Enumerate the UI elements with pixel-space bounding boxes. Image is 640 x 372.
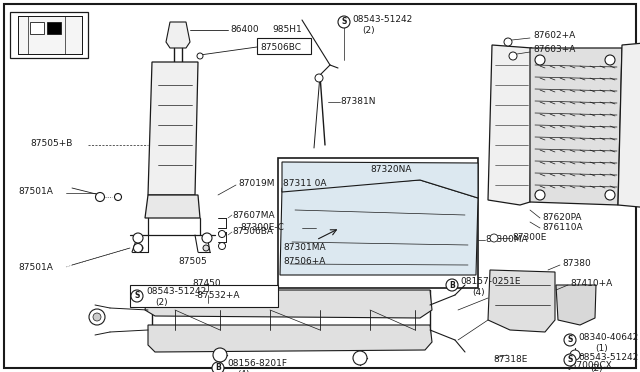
Text: B: B <box>449 280 455 289</box>
Text: 87311 0A: 87311 0A <box>283 179 326 187</box>
Circle shape <box>212 362 224 372</box>
Text: 87505+B: 87505+B <box>30 138 72 148</box>
Text: 87607MA: 87607MA <box>232 211 275 219</box>
Text: 87019M: 87019M <box>238 179 275 187</box>
Circle shape <box>93 313 101 321</box>
Circle shape <box>605 55 615 65</box>
Text: S: S <box>567 336 573 344</box>
Circle shape <box>535 190 545 200</box>
Circle shape <box>134 244 143 253</box>
Circle shape <box>564 334 576 346</box>
Polygon shape <box>488 45 532 205</box>
Circle shape <box>115 193 122 201</box>
Text: S: S <box>567 356 573 365</box>
Bar <box>278 158 478 288</box>
Circle shape <box>131 290 143 302</box>
Circle shape <box>197 53 203 59</box>
Circle shape <box>446 279 458 291</box>
Text: 87501A: 87501A <box>18 187 53 196</box>
Text: 87505: 87505 <box>178 257 207 266</box>
Circle shape <box>509 52 517 60</box>
Circle shape <box>95 192 104 202</box>
Text: (2): (2) <box>362 26 374 35</box>
Circle shape <box>89 309 105 325</box>
Polygon shape <box>145 290 432 318</box>
Circle shape <box>490 234 498 242</box>
Bar <box>30 22 44 34</box>
Text: J87000CX: J87000CX <box>568 360 612 369</box>
Text: 87506+A: 87506+A <box>283 257 325 266</box>
Circle shape <box>353 351 367 365</box>
Text: (4): (4) <box>237 369 250 372</box>
Text: 08157-0251E: 08157-0251E <box>460 278 520 286</box>
Text: -87532+A: -87532+A <box>195 291 241 299</box>
Circle shape <box>338 16 350 28</box>
Polygon shape <box>556 285 596 325</box>
Text: 87506BC: 87506BC <box>260 42 301 51</box>
Text: (2): (2) <box>590 363 603 372</box>
Circle shape <box>570 350 580 360</box>
Circle shape <box>535 55 545 65</box>
Text: 87602+A: 87602+A <box>533 32 575 41</box>
Circle shape <box>315 74 323 82</box>
Text: 87603+A: 87603+A <box>533 45 575 55</box>
Bar <box>257 38 311 54</box>
Text: (4): (4) <box>472 288 484 296</box>
Text: S: S <box>134 292 140 301</box>
Text: (2): (2) <box>155 298 168 307</box>
Text: 87506BA: 87506BA <box>232 228 273 237</box>
Text: 87381N: 87381N <box>340 97 376 106</box>
Polygon shape <box>148 62 198 195</box>
Text: 87300E: 87300E <box>512 234 547 243</box>
Polygon shape <box>280 180 478 275</box>
Text: 87300E-C: 87300E-C <box>240 224 284 232</box>
Text: 87320NA: 87320NA <box>370 166 412 174</box>
Circle shape <box>218 243 225 250</box>
Text: 08543-51242: 08543-51242 <box>146 288 206 296</box>
Polygon shape <box>18 16 82 54</box>
Circle shape <box>202 233 212 243</box>
Text: (1): (1) <box>595 343 608 353</box>
Polygon shape <box>148 325 432 352</box>
Circle shape <box>133 233 143 243</box>
Text: 08156-8201F: 08156-8201F <box>227 359 287 369</box>
Text: 87501A: 87501A <box>18 263 53 273</box>
Text: B: B <box>215 363 221 372</box>
Text: 87318E: 87318E <box>493 356 527 365</box>
Text: 87620PA: 87620PA <box>542 214 582 222</box>
Text: 985H1: 985H1 <box>272 26 301 35</box>
Circle shape <box>213 348 227 362</box>
Bar <box>47 22 61 34</box>
Text: 86400: 86400 <box>230 26 259 35</box>
Text: 87450: 87450 <box>192 279 221 288</box>
Text: 876110A: 876110A <box>542 224 582 232</box>
Text: S: S <box>341 17 347 26</box>
Circle shape <box>564 354 576 366</box>
Polygon shape <box>282 162 478 198</box>
Text: 08543-51242: 08543-51242 <box>578 353 638 362</box>
Polygon shape <box>166 22 190 48</box>
Polygon shape <box>145 195 200 218</box>
Bar <box>10 12 88 58</box>
Polygon shape <box>488 270 555 332</box>
Text: 08340-40642: 08340-40642 <box>578 334 638 343</box>
Circle shape <box>605 190 615 200</box>
Text: 87380: 87380 <box>562 259 591 267</box>
Circle shape <box>504 38 512 46</box>
Polygon shape <box>530 48 622 205</box>
Circle shape <box>218 231 225 237</box>
Text: 08543-51242: 08543-51242 <box>352 16 412 25</box>
Bar <box>130 285 278 307</box>
Circle shape <box>203 245 209 251</box>
Text: 87300MA: 87300MA <box>485 235 527 244</box>
Polygon shape <box>618 42 640 208</box>
Text: 87410+A: 87410+A <box>570 279 612 288</box>
Text: 87301MA: 87301MA <box>283 244 326 253</box>
Circle shape <box>137 245 143 251</box>
